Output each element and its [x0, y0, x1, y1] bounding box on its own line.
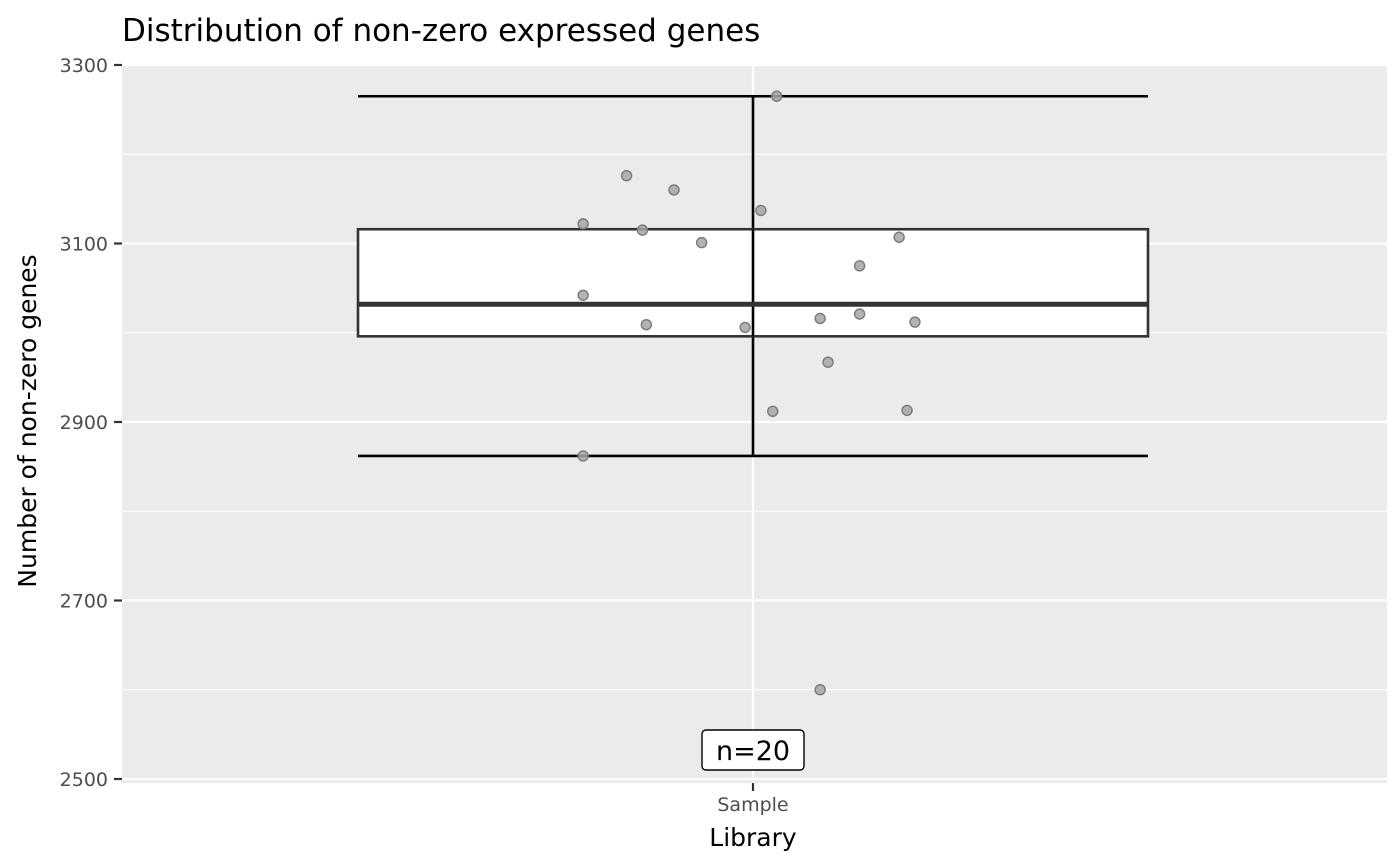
y-tick-label: 2900 [60, 412, 108, 434]
x-axis-title: Library [709, 823, 797, 852]
y-tick-label: 3100 [60, 234, 108, 256]
data-point [853, 260, 866, 272]
data-point [577, 218, 589, 230]
x-tick-label: Sample [717, 794, 788, 816]
data-point [814, 684, 826, 696]
count-label-box [701, 729, 805, 771]
box [356, 227, 1150, 338]
y-tick-label: 3300 [60, 55, 108, 77]
axes: 2500 2700 2900 3100 3300 Sample [60, 55, 789, 816]
chart-title: Distribution of non-zero expressed genes [122, 13, 760, 49]
data-point [668, 184, 680, 196]
data-point [853, 308, 866, 320]
data-point [767, 405, 779, 417]
data-point [814, 312, 826, 325]
data-point [909, 316, 921, 328]
y-tick-label: 2500 [60, 769, 108, 791]
plot-panel [122, 64, 1387, 783]
data-point [620, 169, 633, 182]
data-point [640, 319, 653, 331]
count-label: n=20 [716, 736, 790, 767]
data-points [577, 90, 921, 696]
data-point [577, 450, 589, 462]
data-point [755, 204, 767, 217]
count-annotation: n=20 [701, 729, 805, 771]
y-axis-title: Number of non-zero genes [13, 254, 42, 587]
data-point [893, 231, 905, 243]
data-point [695, 236, 708, 249]
data-point [771, 90, 783, 102]
y-tick-label: 2700 [60, 591, 108, 613]
data-point [822, 356, 834, 368]
grid-lines [122, 63, 1387, 783]
data-point [636, 224, 649, 236]
data-point [577, 289, 589, 301]
data-point [739, 321, 751, 334]
data-point [901, 404, 913, 417]
